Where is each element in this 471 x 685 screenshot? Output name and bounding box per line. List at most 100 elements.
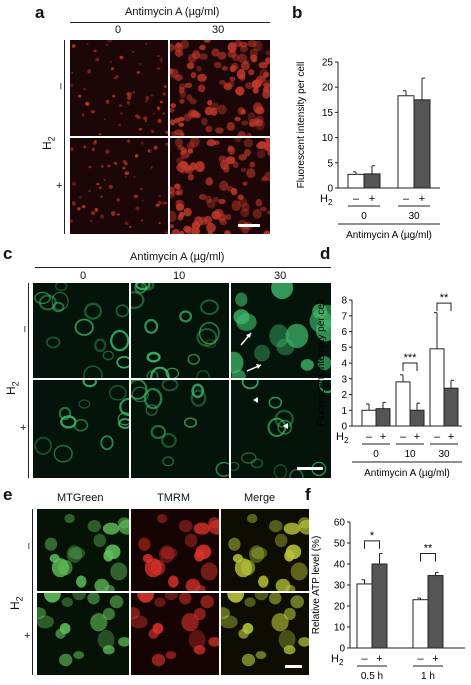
cell xyxy=(180,40,190,49)
cell xyxy=(221,615,238,629)
cell xyxy=(140,187,143,191)
cell-texture xyxy=(231,283,331,378)
cell xyxy=(170,68,174,75)
cell xyxy=(221,607,230,620)
cell xyxy=(228,537,241,551)
cell xyxy=(201,117,208,126)
cell xyxy=(127,95,132,101)
cell-texture xyxy=(34,380,129,463)
significance-bracket xyxy=(364,540,380,549)
y-tick-label: 5 xyxy=(341,343,347,354)
micro-c-10-minus xyxy=(131,283,229,378)
cell xyxy=(168,575,179,588)
y-tick-label: 20 xyxy=(322,83,334,94)
cell xyxy=(123,162,128,166)
h2-sign: + xyxy=(414,431,420,443)
cell xyxy=(171,228,180,234)
cell-texture xyxy=(221,593,309,667)
cell xyxy=(135,283,151,291)
cell xyxy=(174,183,181,190)
cell xyxy=(88,189,91,192)
cell xyxy=(227,50,237,58)
cell xyxy=(283,522,301,535)
significance-label: ** xyxy=(440,292,449,304)
cell xyxy=(87,520,102,533)
cell xyxy=(97,630,115,650)
cell xyxy=(34,291,51,305)
micro-e-tmrm-minus xyxy=(131,509,219,591)
cell xyxy=(71,71,74,74)
cell xyxy=(151,653,166,667)
cell xyxy=(234,558,252,578)
bar xyxy=(413,99,431,189)
scale-bar-c xyxy=(297,467,323,470)
cell xyxy=(199,53,208,60)
cell xyxy=(232,553,243,563)
cell xyxy=(227,145,234,151)
cell xyxy=(211,48,220,57)
cell xyxy=(102,350,115,361)
panel-label-c: c xyxy=(3,244,13,263)
cell xyxy=(225,214,232,221)
cell xyxy=(262,86,269,92)
micro-c-0-plus xyxy=(33,380,129,478)
cell xyxy=(83,365,103,378)
cell xyxy=(207,230,213,234)
cell xyxy=(187,173,194,181)
h2-sign: – xyxy=(434,431,441,443)
panel-a-header: Antimycin A (µg/ml) xyxy=(125,6,220,18)
cell xyxy=(91,211,96,215)
cell xyxy=(178,161,189,169)
cell xyxy=(196,328,218,347)
cell xyxy=(250,547,268,560)
cell xyxy=(230,188,238,196)
panel-a-col-30: 30 xyxy=(212,24,225,36)
cell xyxy=(108,184,113,189)
cell xyxy=(101,165,104,168)
cell xyxy=(159,57,163,61)
cell xyxy=(188,109,198,118)
cell xyxy=(138,127,143,131)
panel-e-row-plus: + xyxy=(24,630,31,642)
panel-c-header: Antimycin A (µg/ml) xyxy=(130,251,225,263)
cell xyxy=(140,141,144,145)
cell xyxy=(183,417,198,428)
cell xyxy=(196,65,202,72)
h2-label: H xyxy=(331,653,339,665)
y-tick-label: 3 xyxy=(341,374,347,385)
bar xyxy=(371,563,388,649)
cell xyxy=(114,75,119,79)
h2-sign: – xyxy=(400,431,407,443)
cell xyxy=(217,104,227,115)
cell xyxy=(248,69,255,76)
cell xyxy=(186,62,195,70)
cell xyxy=(205,125,213,133)
cell xyxy=(147,149,151,153)
y-tick-label: 5 xyxy=(327,158,333,169)
bar xyxy=(427,575,444,649)
cell xyxy=(119,397,129,416)
significance-label: ** xyxy=(424,543,433,555)
cell xyxy=(196,369,211,378)
cell xyxy=(193,645,206,655)
cell xyxy=(141,199,144,202)
cell xyxy=(193,522,211,535)
cell xyxy=(197,84,206,93)
cell xyxy=(165,651,177,660)
cell xyxy=(136,71,141,74)
cell xyxy=(171,131,178,136)
cell xyxy=(204,106,213,116)
bar xyxy=(375,408,391,427)
cell xyxy=(159,545,175,563)
h2-label: H xyxy=(336,431,344,443)
cell xyxy=(187,148,194,154)
cell xyxy=(158,222,161,225)
cell xyxy=(143,387,163,410)
significance-bracket xyxy=(402,362,418,371)
panel-label-e: e xyxy=(3,485,13,504)
cell xyxy=(257,149,266,159)
cell xyxy=(109,595,124,609)
cell xyxy=(255,198,263,207)
panel-a-header-line xyxy=(70,22,270,23)
